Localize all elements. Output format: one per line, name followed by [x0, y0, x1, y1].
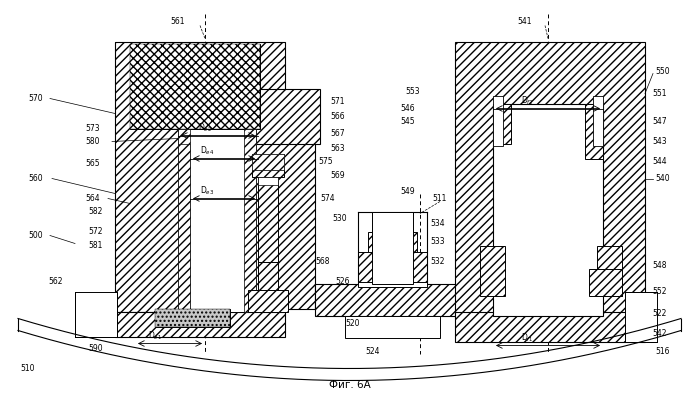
Bar	[358, 252, 388, 284]
Text: 568: 568	[315, 257, 329, 266]
Bar	[258, 262, 278, 289]
Text: 551: 551	[652, 89, 667, 98]
Bar	[258, 177, 278, 184]
Text: D$_{e2}$: D$_{e2}$	[198, 121, 212, 134]
Bar	[480, 245, 505, 295]
Bar	[372, 212, 413, 284]
Bar	[115, 311, 285, 337]
Bar	[397, 212, 413, 232]
Text: 522: 522	[652, 309, 666, 318]
Bar	[358, 282, 427, 287]
Bar	[345, 315, 440, 337]
Bar	[155, 309, 230, 326]
Text: 524: 524	[365, 347, 380, 356]
Text: 516: 516	[655, 347, 670, 356]
Text: 561: 561	[170, 17, 185, 26]
Bar	[368, 232, 388, 252]
Text: 543: 543	[652, 137, 667, 146]
Bar	[155, 309, 230, 326]
Text: D$_{e4}$: D$_{e4}$	[200, 144, 215, 157]
Text: 560: 560	[28, 174, 43, 183]
Bar	[397, 252, 427, 284]
Bar	[248, 88, 320, 144]
Text: 549: 549	[400, 187, 415, 196]
Bar	[252, 153, 284, 169]
Text: Фиг. 6А: Фиг. 6А	[329, 381, 370, 390]
Bar	[178, 144, 190, 309]
Text: 544: 544	[652, 157, 667, 166]
Bar	[258, 162, 278, 262]
Text: 573: 573	[85, 124, 100, 133]
Bar	[252, 153, 284, 169]
Text: 534: 534	[430, 219, 445, 228]
Text: 542: 542	[652, 329, 667, 338]
Bar	[585, 103, 603, 158]
Text: 533: 533	[430, 237, 445, 246]
Text: 575: 575	[318, 157, 333, 166]
Bar	[493, 103, 511, 144]
Bar	[493, 96, 503, 145]
Text: 541: 541	[517, 17, 531, 26]
Bar	[248, 289, 288, 311]
Text: 565: 565	[85, 159, 100, 168]
Text: 500: 500	[28, 231, 43, 240]
Text: 532: 532	[430, 257, 445, 266]
Text: 540: 540	[655, 174, 670, 183]
Text: 566: 566	[330, 112, 345, 121]
Bar	[455, 311, 645, 341]
Bar	[75, 291, 117, 337]
Text: 569: 569	[330, 171, 345, 180]
Bar	[115, 42, 285, 311]
Text: 545: 545	[400, 117, 415, 126]
Bar	[493, 103, 603, 315]
Bar	[130, 44, 260, 129]
Text: 564: 564	[85, 194, 100, 203]
Bar	[255, 98, 315, 309]
Text: 572: 572	[88, 227, 103, 236]
Text: 547: 547	[652, 117, 667, 126]
Text: 550: 550	[655, 67, 670, 76]
Bar	[593, 96, 603, 145]
Text: 567: 567	[330, 129, 345, 138]
Text: 590: 590	[88, 344, 103, 353]
Text: D$_{e1}$: D$_{e1}$	[148, 329, 162, 342]
Bar	[625, 291, 657, 341]
Bar	[178, 129, 256, 311]
Text: D$_{f1}$: D$_{f1}$	[521, 331, 533, 344]
Text: 510: 510	[20, 364, 34, 373]
Text: 526: 526	[335, 277, 350, 286]
Text: 582: 582	[88, 207, 102, 216]
Text: 548: 548	[652, 261, 667, 270]
Bar	[252, 158, 284, 177]
Text: 570: 570	[28, 94, 43, 103]
Bar	[178, 129, 190, 311]
Text: 562: 562	[48, 277, 62, 286]
Bar	[397, 232, 417, 252]
Bar	[455, 42, 645, 315]
Bar	[244, 129, 256, 311]
Text: 546: 546	[400, 104, 415, 113]
Bar	[115, 42, 175, 311]
Text: D$_{e3}$: D$_{e3}$	[200, 184, 215, 197]
Text: 580: 580	[85, 137, 99, 146]
Text: 520: 520	[345, 319, 359, 328]
Text: 574: 574	[320, 194, 335, 203]
Bar	[589, 269, 622, 295]
Text: D$_{f2}$: D$_{f2}$	[521, 94, 533, 107]
Text: 552: 552	[652, 287, 667, 296]
Text: 571: 571	[330, 97, 345, 106]
Text: 581: 581	[88, 241, 102, 250]
Text: 553: 553	[405, 87, 419, 96]
Text: 530: 530	[332, 214, 347, 223]
Bar	[315, 284, 470, 315]
Text: 511: 511	[432, 194, 447, 203]
Text: 563: 563	[330, 144, 345, 153]
Bar	[130, 44, 260, 129]
Bar	[597, 245, 622, 295]
Bar	[372, 212, 388, 232]
Bar	[175, 42, 255, 311]
